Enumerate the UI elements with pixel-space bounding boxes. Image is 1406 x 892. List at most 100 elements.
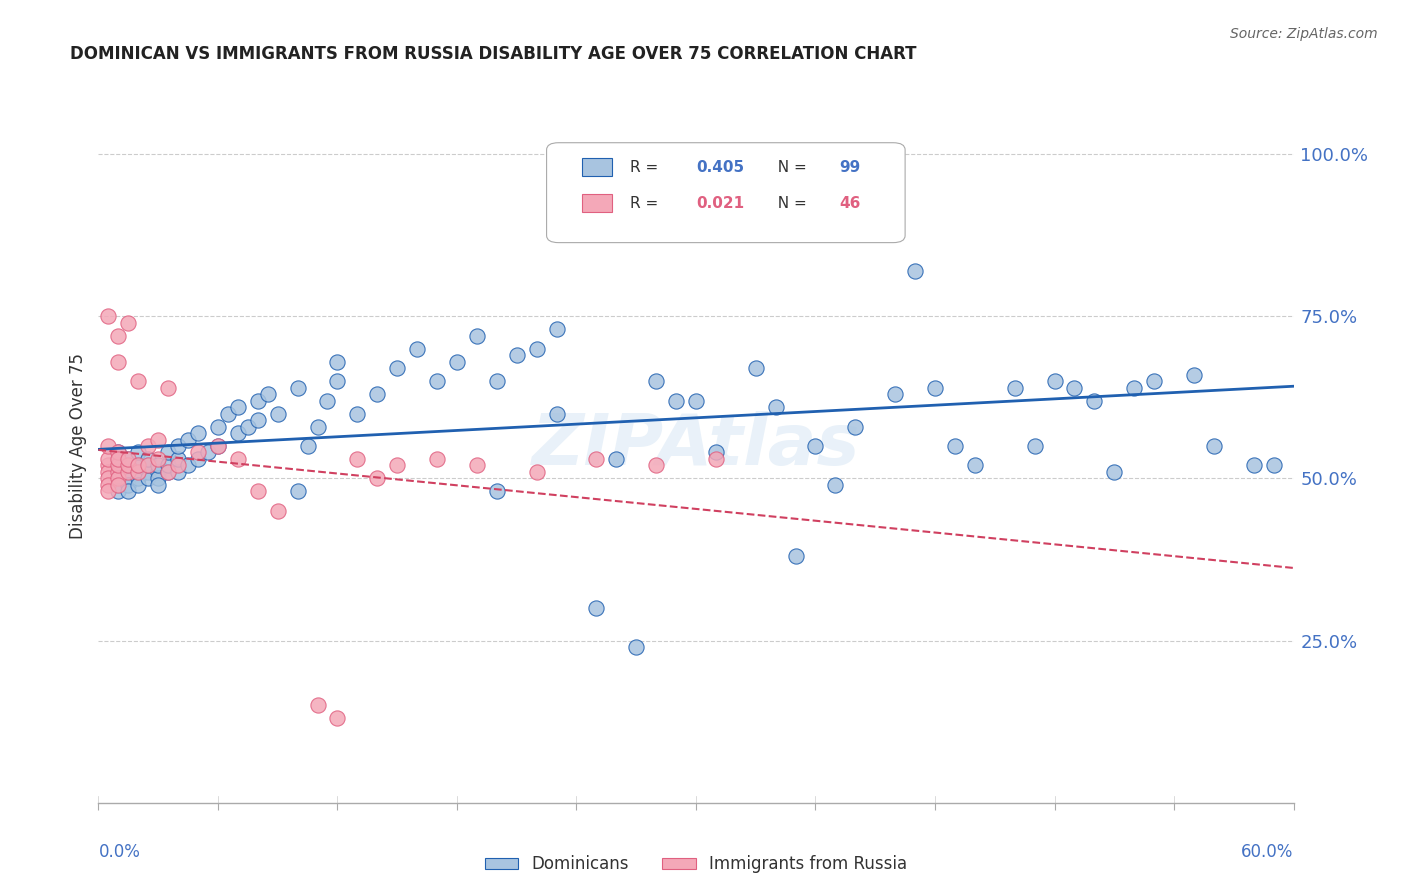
Text: DOMINICAN VS IMMIGRANTS FROM RUSSIA DISABILITY AGE OVER 75 CORRELATION CHART: DOMINICAN VS IMMIGRANTS FROM RUSSIA DISA…	[70, 45, 917, 62]
Point	[107, 465, 129, 479]
Point	[626, 640, 648, 654]
Point	[97, 478, 120, 492]
Point	[246, 393, 269, 408]
Point	[107, 354, 129, 368]
Point	[117, 471, 139, 485]
Point	[326, 374, 349, 388]
Point	[824, 478, 846, 492]
Point	[1083, 393, 1105, 408]
Point	[526, 342, 548, 356]
Point	[127, 465, 149, 479]
Point	[785, 549, 807, 564]
Point	[1243, 458, 1265, 473]
Point	[256, 387, 278, 401]
Point	[326, 354, 349, 368]
Point	[157, 465, 180, 479]
Text: 60.0%: 60.0%	[1241, 843, 1294, 861]
Point	[207, 419, 229, 434]
Text: ZIPAtlas: ZIPAtlas	[531, 411, 860, 481]
Point	[1263, 458, 1285, 473]
Point	[148, 478, 170, 492]
FancyBboxPatch shape	[582, 194, 613, 212]
Point	[136, 465, 159, 479]
Point	[585, 601, 607, 615]
Point	[107, 458, 129, 473]
Point	[446, 354, 468, 368]
Point	[465, 458, 488, 473]
Point	[346, 407, 368, 421]
Point	[1102, 465, 1125, 479]
Point	[346, 452, 368, 467]
Point	[745, 361, 768, 376]
FancyBboxPatch shape	[547, 143, 905, 243]
Point	[97, 465, 120, 479]
Point	[226, 452, 249, 467]
Point	[167, 465, 190, 479]
Point	[226, 400, 249, 414]
Point	[117, 316, 139, 330]
Point	[485, 484, 508, 499]
Text: N =: N =	[768, 196, 811, 211]
Text: R =: R =	[630, 161, 668, 175]
Point	[157, 465, 180, 479]
Point	[148, 458, 170, 473]
Point	[177, 433, 200, 447]
Point	[107, 484, 129, 499]
Point	[1024, 439, 1046, 453]
Point	[157, 381, 180, 395]
Point	[117, 465, 139, 479]
Point	[426, 452, 449, 467]
Point	[136, 452, 159, 467]
Point	[207, 439, 229, 453]
Point	[1182, 368, 1205, 382]
Point	[366, 471, 388, 485]
Point	[366, 387, 388, 401]
Point	[485, 374, 508, 388]
Text: 99: 99	[839, 161, 860, 175]
Point	[97, 458, 120, 473]
Point	[585, 452, 607, 467]
Point	[148, 452, 170, 467]
Point	[148, 433, 170, 447]
Point	[97, 452, 120, 467]
Point	[117, 452, 139, 467]
Point	[546, 407, 568, 421]
Point	[704, 452, 727, 467]
Point	[665, 393, 688, 408]
FancyBboxPatch shape	[582, 159, 613, 177]
Point	[236, 419, 259, 434]
Point	[207, 439, 229, 453]
Point	[963, 458, 986, 473]
Point	[117, 484, 139, 499]
Point	[884, 387, 907, 401]
Point	[426, 374, 449, 388]
Point	[107, 458, 129, 473]
Text: N =: N =	[768, 161, 811, 175]
Point	[217, 407, 239, 421]
Point	[127, 445, 149, 459]
Point	[765, 400, 787, 414]
Point	[167, 439, 190, 453]
Text: 0.0%: 0.0%	[98, 843, 141, 861]
Point	[1123, 381, 1146, 395]
Point	[385, 361, 409, 376]
Point	[127, 471, 149, 485]
Point	[267, 504, 290, 518]
Point	[904, 264, 927, 278]
Point	[107, 328, 129, 343]
Point	[107, 452, 129, 467]
Point	[127, 374, 149, 388]
Point	[117, 465, 139, 479]
Point	[97, 484, 120, 499]
Point	[197, 445, 219, 459]
Point	[506, 348, 529, 362]
Point	[136, 458, 159, 473]
Point	[287, 381, 309, 395]
Point	[97, 471, 120, 485]
Point	[97, 310, 120, 324]
Point	[804, 439, 827, 453]
Point	[316, 393, 339, 408]
Point	[117, 452, 139, 467]
Point	[107, 471, 129, 485]
Text: 0.021: 0.021	[696, 196, 744, 211]
